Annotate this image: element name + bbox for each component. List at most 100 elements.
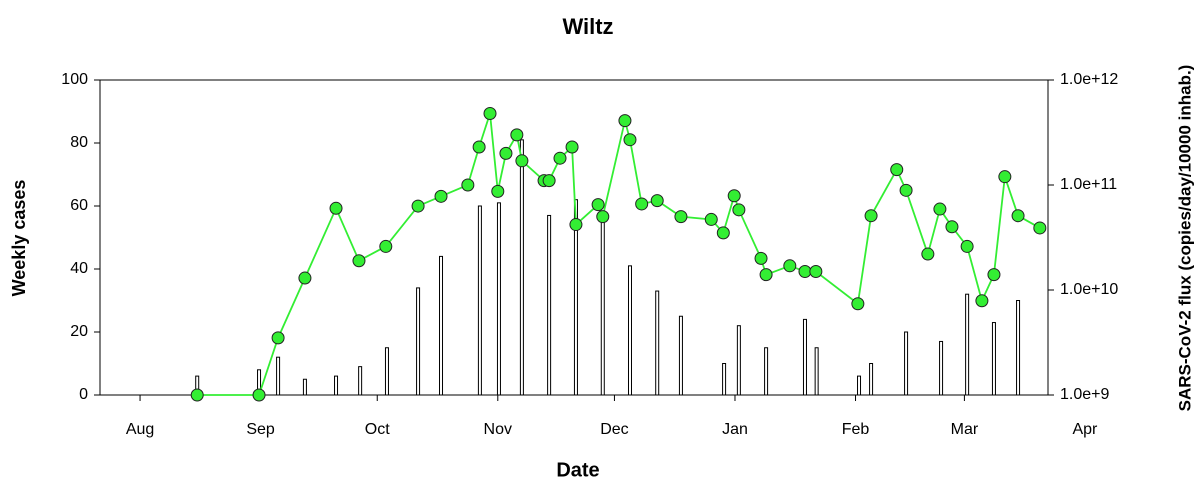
x-tick-label: Aug	[126, 421, 154, 438]
point	[596, 210, 610, 224]
x-tick-label: Feb	[842, 421, 870, 438]
point	[271, 331, 285, 345]
y-tick-label: 40	[70, 260, 88, 277]
x-tick-label: Dec	[600, 421, 628, 438]
bar	[722, 363, 727, 396]
x-tick-label: Oct	[365, 421, 390, 438]
x-axis-title: Date	[556, 459, 599, 481]
bar	[764, 347, 769, 396]
point	[635, 197, 649, 211]
bar	[627, 265, 632, 396]
bar	[802, 318, 807, 396]
line	[197, 113, 1041, 396]
point	[1033, 221, 1047, 235]
point	[483, 106, 497, 120]
point	[975, 294, 989, 308]
point	[542, 174, 556, 188]
y-tick-label: 100	[61, 71, 88, 88]
point	[411, 199, 425, 213]
point	[899, 183, 913, 197]
y2-tick-label: 1.0e+9	[1060, 386, 1109, 403]
y2-tick-label: 1.0e+12	[1060, 71, 1118, 88]
bar	[1016, 300, 1021, 396]
chart-title: Wiltz	[562, 14, 613, 39]
point	[491, 184, 505, 198]
bar	[276, 356, 281, 396]
bar	[814, 347, 819, 396]
point	[890, 163, 904, 177]
bar	[939, 340, 944, 396]
point	[252, 388, 266, 402]
bar	[991, 322, 996, 396]
bar	[519, 139, 524, 396]
point	[921, 247, 935, 261]
point	[298, 271, 312, 285]
bar	[869, 363, 874, 396]
y-tick-label: 60	[70, 197, 88, 214]
bar	[302, 378, 307, 396]
bar	[334, 375, 339, 396]
x-tick-label: Jan	[722, 421, 748, 438]
point	[759, 268, 773, 282]
x-tick-label: Mar	[951, 421, 979, 438]
x-tick-label: Nov	[484, 421, 512, 438]
bar	[416, 287, 421, 396]
point	[674, 210, 688, 224]
bar	[547, 214, 552, 396]
point	[565, 140, 579, 154]
x-tick-label: Sep	[246, 421, 275, 438]
bar	[678, 315, 683, 396]
bar	[857, 375, 862, 396]
point	[716, 226, 730, 240]
bar	[573, 199, 578, 396]
y-tick-label: 0	[79, 386, 88, 403]
point	[190, 388, 204, 402]
point	[704, 212, 718, 226]
bar	[736, 325, 741, 396]
bar	[384, 347, 389, 396]
point	[515, 154, 529, 168]
point	[933, 202, 947, 216]
bar	[496, 202, 501, 396]
point	[987, 268, 1001, 282]
y-tick-label: 20	[70, 323, 88, 340]
y-tick-label: 80	[70, 134, 88, 151]
point	[618, 114, 632, 128]
point	[461, 178, 475, 192]
point	[352, 254, 366, 268]
point	[650, 194, 664, 208]
y2-axis-title: SARS-CoV-2 flux (copies/day/10000 inhab.…	[1175, 65, 1194, 412]
point	[329, 201, 343, 215]
bar	[358, 366, 363, 396]
point	[754, 251, 768, 265]
point	[864, 209, 878, 223]
point	[623, 133, 637, 147]
y2-tick-label: 1.0e+10	[1060, 281, 1118, 298]
point	[569, 218, 583, 232]
point	[945, 220, 959, 234]
y-axis-title: Weekly cases	[9, 180, 29, 297]
x-tick-label: Apr	[1072, 421, 1098, 438]
bar	[477, 205, 482, 396]
point	[472, 140, 486, 154]
point	[809, 265, 823, 279]
bar	[904, 331, 909, 396]
bar	[965, 293, 970, 396]
point	[727, 189, 741, 203]
point	[379, 239, 393, 253]
point	[798, 265, 812, 279]
bar	[600, 211, 605, 396]
point	[960, 239, 974, 253]
bar	[655, 290, 660, 396]
y2-tick-label: 1.0e+11	[1060, 176, 1117, 193]
point	[732, 203, 746, 217]
point	[510, 128, 524, 142]
bar	[439, 255, 444, 396]
point	[591, 198, 605, 212]
point	[499, 146, 513, 160]
point	[998, 170, 1012, 184]
point	[434, 189, 448, 203]
point	[783, 259, 797, 273]
